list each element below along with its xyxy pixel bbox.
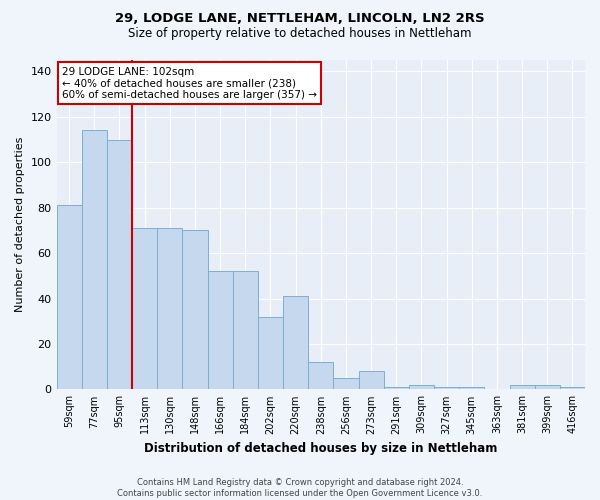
Text: Size of property relative to detached houses in Nettleham: Size of property relative to detached ho… (128, 28, 472, 40)
Bar (535, 385, 560, 390)
Bar (409, 385, 434, 390)
Bar (459, 387, 484, 390)
Text: 29, LODGE LANE, NETTLEHAM, LINCOLN, LN2 2RS: 29, LODGE LANE, NETTLEHAM, LINCOLN, LN2 … (115, 12, 485, 26)
Bar (334, 378, 359, 390)
Bar (258, 316, 283, 390)
Bar (132, 228, 157, 390)
Bar (560, 387, 585, 390)
Bar (82, 130, 107, 390)
Y-axis label: Number of detached properties: Number of detached properties (15, 137, 25, 312)
Bar (182, 230, 208, 390)
Bar (308, 362, 334, 390)
Bar (383, 387, 409, 390)
Bar (157, 228, 182, 390)
Bar (233, 272, 258, 390)
X-axis label: Distribution of detached houses by size in Nettleham: Distribution of detached houses by size … (144, 442, 497, 455)
Bar (283, 296, 308, 390)
Bar (107, 140, 132, 390)
Bar (208, 272, 233, 390)
Bar (56, 206, 82, 390)
Text: Contains HM Land Registry data © Crown copyright and database right 2024.
Contai: Contains HM Land Registry data © Crown c… (118, 478, 482, 498)
Text: 29 LODGE LANE: 102sqm
← 40% of detached houses are smaller (238)
60% of semi-det: 29 LODGE LANE: 102sqm ← 40% of detached … (62, 66, 317, 100)
Bar (509, 385, 535, 390)
Bar (434, 387, 459, 390)
Bar (359, 372, 383, 390)
